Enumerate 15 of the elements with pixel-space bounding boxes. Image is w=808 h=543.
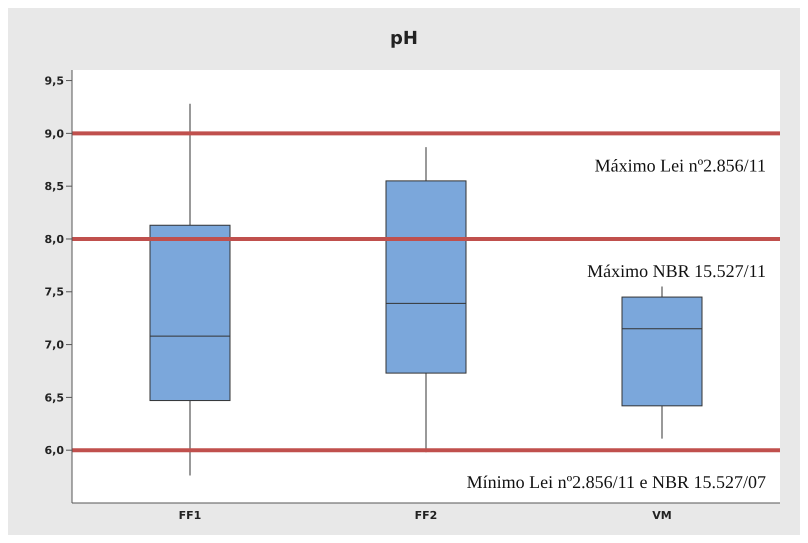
y-tick-label: 8,0 <box>44 232 64 246</box>
x-tick-label: FF1 <box>178 508 202 522</box>
chart-title: pH <box>389 28 419 49</box>
ref-line-label: Mínimo Lei nº2.856/11 e NBR 15.527/07 <box>466 472 766 492</box>
y-tick-label: 9,0 <box>44 127 64 140</box>
ref-line-label: Máximo NBR 15.527/11 <box>587 260 766 281</box>
y-tick-label: 7,5 <box>44 286 64 299</box>
y-tick-label: 8,5 <box>44 180 64 194</box>
y-tick-label: 7,0 <box>44 338 64 352</box>
y-tick-label: 6,0 <box>44 444 64 458</box>
x-tick-label: FF2 <box>414 508 438 522</box>
x-tick-label: VM <box>652 508 672 522</box>
y-tick-label: 9,5 <box>44 74 64 88</box>
y-tick-label: 6,5 <box>44 391 64 404</box>
ref-line-label: Máximo Lei nº2.856/11 <box>594 155 766 176</box>
